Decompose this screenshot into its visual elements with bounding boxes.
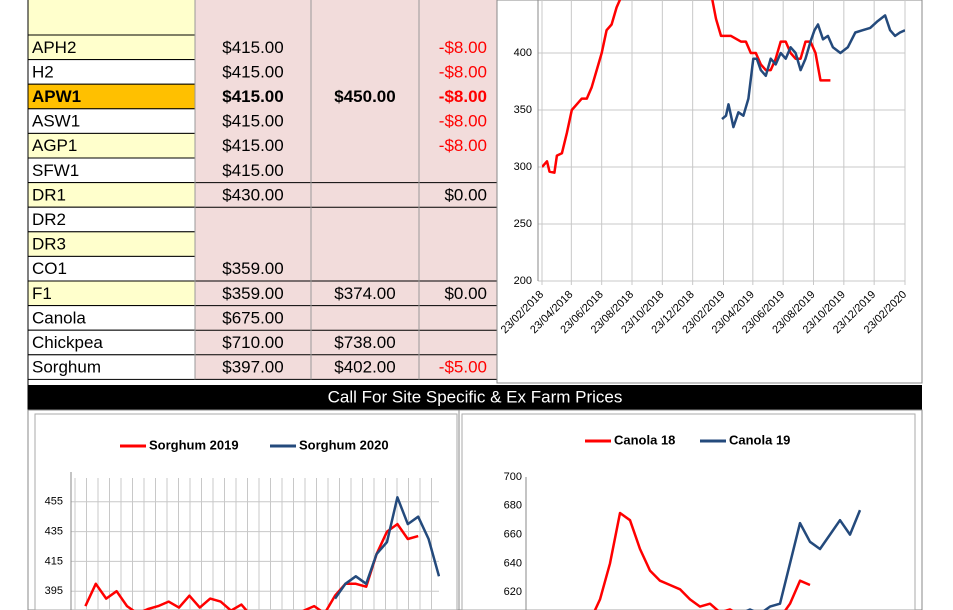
y-tick-label: 455 (45, 496, 63, 508)
y-tick-label: 620 (504, 586, 522, 598)
table-cell: ASW1 (32, 112, 80, 131)
banner-bar (28, 385, 922, 410)
table-cell: SFW1 (32, 161, 79, 180)
table-cell: $0.00 (444, 284, 487, 303)
table-cell: CO1 (32, 259, 67, 278)
table-cell: DR2 (32, 210, 66, 229)
y-tick-label: 435 (45, 526, 63, 538)
table-cell: $359.00 (222, 259, 283, 278)
name-cell (27, 280, 196, 307)
table-cell: $415.00 (222, 161, 283, 180)
y-tick-label: 450 (514, 0, 532, 2)
price-area (195, 0, 497, 380)
legend-label: Sorghum 2020 (299, 437, 389, 452)
table-cell: $415.00 (222, 136, 283, 155)
table-cell: Chickpea (32, 333, 103, 352)
table-cell: $738.00 (334, 333, 395, 352)
y-tick-label: 400 (514, 47, 532, 59)
chart-inner (34, 413, 458, 610)
legend-label: Sorghum 2019 (149, 437, 239, 452)
chart-panel (496, 0, 923, 384)
table-cell: -$8.00 (439, 62, 487, 81)
series-line (593, 511, 811, 610)
chart-inner (461, 413, 916, 610)
legend-label: Canola 19 (729, 432, 790, 447)
table-cell: $415.00 (222, 112, 283, 131)
y-tick-label: 200 (514, 275, 532, 287)
table-cell: $415.00 (222, 62, 283, 81)
y-tick-label: 660 (504, 529, 522, 541)
table-cell: $450.00 (334, 87, 395, 106)
table-cell: -$8.00 (439, 38, 487, 57)
y-tick-label: 300 (514, 161, 532, 173)
table-cell: $710.00 (222, 333, 283, 352)
table-cell: $397.00 (222, 358, 283, 377)
series-line (84, 522, 419, 610)
table-cell: Canola (32, 308, 86, 327)
table-cell: $415.00 (222, 38, 283, 57)
name-col-top (28, 0, 195, 35)
name-cell (27, 157, 196, 184)
table-cell: H2 (32, 62, 54, 81)
series-line (333, 496, 440, 600)
table-cell: DR1 (32, 185, 66, 204)
table-cell: -$8.00 (439, 112, 487, 131)
series-line (542, 0, 831, 174)
table-cell: APH2 (32, 38, 76, 57)
table-cell: AGP1 (32, 136, 77, 155)
table-cell: -$8.00 (439, 136, 487, 155)
y-tick-label: 640 (504, 557, 522, 569)
name-cell (27, 206, 196, 233)
table-cell: -$5.00 (439, 358, 487, 377)
table-cell: $415.00 (222, 87, 283, 106)
table-cell: $402.00 (334, 358, 395, 377)
y-tick-label: 680 (504, 500, 522, 512)
table-cell: $359.00 (222, 284, 283, 303)
series-line (721, 14, 905, 129)
series-line (745, 509, 862, 610)
y-tick-label: 415 (45, 555, 63, 567)
table-cell: DR3 (32, 235, 66, 254)
table-cell: APW1 (32, 87, 81, 106)
y-tick-label: 395 (45, 585, 63, 597)
y-tick-label: 700 (504, 471, 522, 483)
y-tick-label: 350 (514, 104, 532, 116)
table-cell: $374.00 (334, 284, 395, 303)
table-cell: F1 (32, 284, 52, 303)
y-tick-label: 250 (514, 218, 532, 230)
table-cell: $0.00 (444, 185, 487, 204)
legend-label: Canola 18 (614, 432, 675, 447)
table-cell: -$8.00 (439, 87, 487, 106)
name-cell (27, 182, 196, 208)
table-cell: $675.00 (222, 308, 283, 327)
table-cell: $430.00 (222, 185, 283, 204)
banner-text: Call For Site Specific & Ex Farm Prices (328, 387, 623, 406)
table-cell: Sorghum (32, 358, 101, 377)
name-cell (27, 305, 196, 331)
